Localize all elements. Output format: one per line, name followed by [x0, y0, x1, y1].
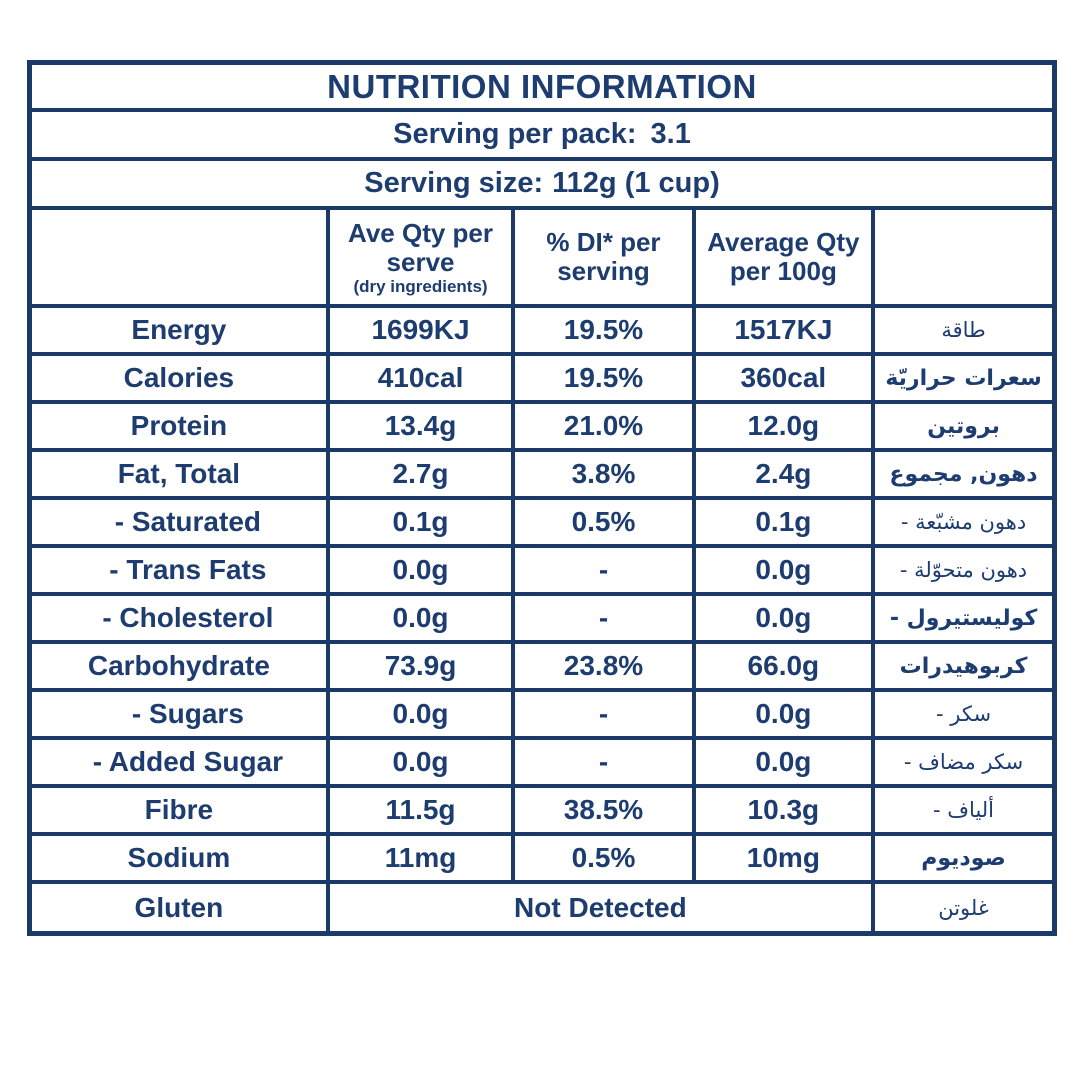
nutrient-label-arabic: - سكر [871, 688, 1057, 740]
nutrient-label: - Added Sugar [27, 736, 330, 788]
value-di-percent: 3.8% [511, 448, 696, 500]
nutrient-label-arabic: - دهون متحوّلة [871, 544, 1057, 596]
value-di-percent: 38.5% [511, 784, 696, 836]
serving-size-value: 112g (1 cup) [552, 167, 720, 199]
col-header-ave-qty-serve-text: Ave Qty per serve [348, 217, 494, 277]
nutrition-title: NUTRITION INFORMATION [27, 60, 1057, 112]
value-per-serve: 2.7g [325, 448, 516, 500]
serving-per-pack-label: Serving per pack: [393, 118, 637, 150]
table-row-cholesterol: - Cholesterol 0.0g - 0.0g - كوليستيرول [27, 592, 1057, 644]
value-per-100g: 0.0g [691, 688, 876, 740]
serving-per-pack: Serving per pack: 3.1 [27, 108, 1057, 161]
value-per-serve: 0.0g [325, 688, 516, 740]
value-di-percent: 19.5% [511, 304, 696, 356]
nutrient-label-arabic: - دهون مشبّعة [871, 496, 1057, 548]
nutrient-label: Sodium [27, 832, 330, 884]
col-header-ave-qty-serve: Ave Qty per serve (dry ingredients) [325, 206, 516, 308]
value-per-serve: 410cal [325, 352, 516, 404]
table-row-added-sugar: - Added Sugar 0.0g - 0.0g - سكر مضاف [27, 736, 1057, 788]
title-row: NUTRITION INFORMATION [27, 60, 1057, 112]
value-per-100g: 66.0g [691, 640, 876, 692]
nutrient-label-arabic: بروتين [871, 400, 1057, 452]
value-per-serve: 0.1g [325, 496, 516, 548]
table-row-fibre: Fibre 11.5g 38.5% 10.3g - ألياف [27, 784, 1057, 836]
value-di-percent: 23.8% [511, 640, 696, 692]
nutrient-label-arabic: سعرات حراريّة [871, 352, 1057, 404]
value-per-100g: 1517KJ [691, 304, 876, 356]
value-per-100g: 10mg [691, 832, 876, 884]
nutrient-label: - Sugars [27, 688, 330, 740]
table-row-trans-fats: - Trans Fats 0.0g - 0.0g - دهون متحوّلة [27, 544, 1057, 596]
nutrient-label: - Saturated [27, 496, 330, 548]
column-header-row: Ave Qty per serve (dry ingredients) % DI… [27, 206, 1057, 308]
col-header-dry-ingredients-note: (dry ingredients) [353, 277, 488, 297]
value-per-serve: 1699KJ [325, 304, 516, 356]
nutrition-table: NUTRITION INFORMATION Serving per pack: 3… [27, 60, 1057, 936]
nutrient-label: Calories [27, 352, 330, 404]
value-per-serve: 0.0g [325, 592, 516, 644]
table-row-fat-total: Fat, Total 2.7g 3.8% 2.4g دهون, مجموع [27, 448, 1057, 500]
nutrient-label-arabic: كربوهيدرات [871, 640, 1057, 692]
value-per-serve: 73.9g [325, 640, 516, 692]
value-per-100g: 0.1g [691, 496, 876, 548]
nutrient-label: - Cholesterol [27, 592, 330, 644]
nutrient-label: Fibre [27, 784, 330, 836]
table-row-carbohydrate: Carbohydrate 73.9g 23.8% 66.0g كربوهيدرا… [27, 640, 1057, 692]
value-di-percent: - [511, 688, 696, 740]
table-row-energy: Energy 1699KJ 19.5% 1517KJ طاقة [27, 304, 1057, 356]
gluten-value: Not Detected [325, 880, 876, 936]
value-di-percent: - [511, 592, 696, 644]
nutrient-label: Gluten [27, 880, 330, 936]
serving-size: Serving size: 112g (1 cup) [27, 157, 1057, 210]
value-per-serve: 0.0g [325, 544, 516, 596]
value-per-serve: 0.0g [325, 736, 516, 788]
value-per-100g: 360cal [691, 352, 876, 404]
table-row-gluten: Gluten Not Detected غلوتن [27, 880, 1057, 936]
value-per-100g: 0.0g [691, 592, 876, 644]
value-di-percent: - [511, 736, 696, 788]
value-per-100g: 0.0g [691, 736, 876, 788]
table-row-sodium: Sodium 11mg 0.5% 10mg صوديوم [27, 832, 1057, 884]
nutrient-label: Energy [27, 304, 330, 356]
value-di-percent: 0.5% [511, 832, 696, 884]
value-per-100g: 10.3g [691, 784, 876, 836]
nutrient-label: Fat, Total [27, 448, 330, 500]
value-di-percent: 19.5% [511, 352, 696, 404]
nutrient-label-arabic: - كوليستيرول [871, 592, 1057, 644]
nutrient-label-arabic: دهون, مجموع [871, 448, 1057, 500]
value-per-serve: 11.5g [325, 784, 516, 836]
nutrient-label: Carbohydrate [27, 640, 330, 692]
value-di-percent: - [511, 544, 696, 596]
value-per-serve: 11mg [325, 832, 516, 884]
value-per-serve: 13.4g [325, 400, 516, 452]
value-per-100g: 12.0g [691, 400, 876, 452]
nutrient-label-arabic: - سكر مضاف [871, 736, 1057, 788]
serving-size-label: Serving size: [364, 167, 544, 199]
serving-size-row: Serving size: 112g (1 cup) [27, 157, 1057, 210]
col-header-arabic-empty [871, 206, 1057, 308]
col-header-avg-per-100g: Average Qty per 100g [691, 206, 876, 308]
value-per-100g: 0.0g [691, 544, 876, 596]
serving-per-pack-row: Serving per pack: 3.1 [27, 108, 1057, 161]
nutrient-label-arabic: غلوتن [871, 880, 1057, 936]
nutrient-label-arabic: صوديوم [871, 832, 1057, 884]
serving-per-pack-value: 3.1 [650, 118, 691, 150]
nutrient-label: Protein [27, 400, 330, 452]
table-row-protein: Protein 13.4g 21.0% 12.0g بروتين [27, 400, 1057, 452]
col-header-di-per-serving: % DI* per serving [511, 206, 696, 308]
value-di-percent: 21.0% [511, 400, 696, 452]
col-header-nutrient-empty [27, 206, 330, 308]
table-row-saturated: - Saturated 0.1g 0.5% 0.1g - دهون مشبّعة [27, 496, 1057, 548]
value-di-percent: 0.5% [511, 496, 696, 548]
table-row-sugars: - Sugars 0.0g - 0.0g - سكر [27, 688, 1057, 740]
nutrient-label-arabic: - ألياف [871, 784, 1057, 836]
value-per-100g: 2.4g [691, 448, 876, 500]
nutrient-label-arabic: طاقة [871, 304, 1057, 356]
nutrient-label: - Trans Fats [27, 544, 330, 596]
table-row-calories: Calories 410cal 19.5% 360cal سعرات حراري… [27, 352, 1057, 404]
